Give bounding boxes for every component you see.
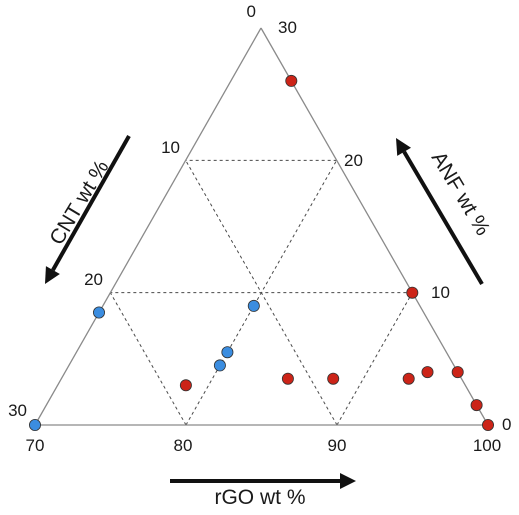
triangle-edges [34,27,489,426]
bottom-axis-title: rGO wt % [214,486,305,509]
data-point-blue-5 [28,418,41,431]
left-tick-10: 10 [161,138,180,157]
rgo-axis-arrow [170,473,356,489]
data-point-red-6 [421,366,434,379]
bottom-tick-100: 100 [473,436,501,455]
grid-line-cnt-20 [109,292,187,426]
data-point-blue-1 [247,299,260,312]
right-tick-0: 0 [502,415,511,434]
data-point-red-7 [451,366,464,379]
data-point-red-2 [406,286,419,299]
left-tick-20: 20 [84,270,103,289]
data-point-red-10 [481,418,494,431]
data-point-red-8 [179,379,192,392]
anf-axis-arrow [396,138,484,286]
bottom-tick-90: 90 [328,436,347,455]
data-point-red-4 [327,372,340,385]
data-point-red-3 [281,372,294,385]
right-axis-title: ANF wt % [427,148,495,240]
triangle-edge-left [34,27,262,426]
tick-labels: 70 80 90 100 0 10 20 30 30 20 10 0 [8,2,511,455]
bottom-tick-80: 80 [174,436,193,455]
data-point-blue-4 [93,306,106,319]
triangle-edge-right [260,27,489,426]
right-tick-30: 30 [278,18,297,37]
axis-arrows [45,135,484,489]
right-tick-10: 10 [431,283,450,302]
data-point-red-5 [402,372,415,385]
left-tick-30: 30 [8,401,27,420]
grid-line-rgo-90 [336,292,413,426]
bottom-tick-70: 70 [26,436,45,455]
cnt-axis-arrow [45,135,131,284]
data-points [28,74,494,431]
axis-titles: rGO wt % CNT wt % ANF wt % [45,148,494,509]
data-point-blue-2 [213,359,226,372]
data-point-blue-3 [221,346,234,359]
left-axis-title: CNT wt % [45,156,113,249]
data-point-red-9 [470,399,483,412]
grid-lines [109,159,413,426]
data-point-red-1 [285,74,298,87]
right-tick-20: 20 [344,151,363,170]
left-tick-0: 0 [247,2,256,21]
